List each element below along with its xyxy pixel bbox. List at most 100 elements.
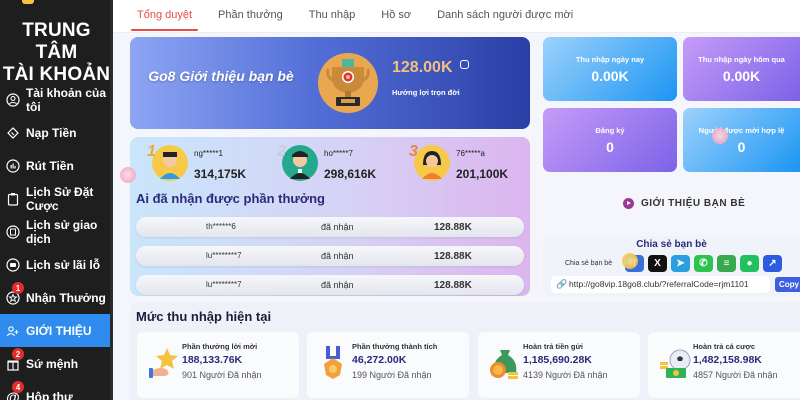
trophy-icon xyxy=(318,53,378,113)
sidebar-item-my-account[interactable]: Tài khoản của tôi xyxy=(0,83,113,116)
sidebar-item-label: Hộp thư xyxy=(26,389,73,400)
tab-income[interactable]: Thu nhập xyxy=(308,8,356,21)
income-card-achievement: Phần thưởng thành tích 46,272.00K 199 Ng… xyxy=(307,332,469,398)
sidebar-item-label: Nạp Tiền xyxy=(26,125,77,140)
claim-amount: 128.88K xyxy=(434,222,472,233)
invite-label: GIỚI THIỆU BẠN BÈ xyxy=(641,198,746,209)
sidebar-item-label: Nhận Thưởng xyxy=(26,290,106,305)
sidebar-title-line2: TÀI KHOẢN xyxy=(2,64,111,85)
sidebar-item-rewards[interactable]: 1 Nhận Thưởng xyxy=(0,281,113,314)
notification-badge: 2 xyxy=(12,348,24,360)
income-card-title: Hoàn trả tiền gửi xyxy=(523,342,584,351)
sidebar-item-withdraw[interactable]: Rút Tiền xyxy=(0,149,113,182)
whatsapp-icon: ✆ xyxy=(699,258,708,269)
tab-invited-list[interactable]: Danh sách người được mời xyxy=(437,8,574,21)
x-share-button[interactable]: X xyxy=(648,255,667,272)
stat-label: Thu nhập ngày nay xyxy=(575,55,645,64)
sms-share-button[interactable]: ≡ xyxy=(717,255,736,272)
income-card-value: 188,133.76K xyxy=(182,354,243,366)
decorative-petal xyxy=(712,128,728,144)
sidebar-item-deposit[interactable]: Nạp Tiền xyxy=(0,116,113,149)
referral-url: http://go8vip.18go8.club/?referralCode=r… xyxy=(569,279,749,289)
top-tabs: Tổng duyệt Phần thưởng Thu nhập Hồ sơ Da… xyxy=(113,0,800,33)
sidebar-item-label: Lịch sử giao dịch xyxy=(26,217,98,246)
stat-value: 0 xyxy=(737,139,746,155)
sms-icon: ≡ xyxy=(723,258,730,269)
leader-amount: 201,100K xyxy=(456,167,509,181)
sidebar-item-referral[interactable]: GIỚI THIỆU xyxy=(0,314,113,347)
claim-user: lu********7 xyxy=(206,280,242,289)
sidebar-item-label: Sứ mệnh xyxy=(26,356,79,371)
leader-name: ng*****1 xyxy=(194,149,223,158)
arrow-circle-icon xyxy=(623,198,634,209)
income-card-value: 1,185,690.28K xyxy=(523,354,592,366)
medal-icon xyxy=(315,344,353,382)
stat-label: Người được mời hợp lệ xyxy=(698,126,785,135)
stat-registered: Đăng ký 0 xyxy=(543,108,677,172)
income-card-title: Phần thưởng lời mời xyxy=(182,342,258,351)
stat-income-yesterday: Thu nhập ngày hôm qua 0.00K xyxy=(683,37,800,101)
rank-badge: 1 xyxy=(147,143,156,160)
gift-icon xyxy=(6,357,20,371)
stat-label: Thu nhập ngày hôm qua xyxy=(698,55,785,64)
stat-value: 0.00K xyxy=(722,68,761,84)
sidebar-item-transaction-history[interactable]: Lịch sử giao dịch xyxy=(0,215,113,248)
line-icon: ● xyxy=(746,258,753,269)
stat-valid-invitees: Người được mời hợp lệ 0 xyxy=(683,108,800,172)
copy-button[interactable]: Copy xyxy=(775,277,800,292)
stat-value: 0.00K xyxy=(591,68,629,84)
decorative-petal xyxy=(622,253,638,269)
income-card-bet-rebate: Hoàn trả cá cược 1,482,158.98K 4857 Ngườ… xyxy=(648,332,800,398)
rank-badge: 2 xyxy=(277,143,286,160)
referral-icon xyxy=(6,324,20,338)
info-icon[interactable] xyxy=(460,60,469,69)
income-card-title: Phần thưởng thành tích xyxy=(352,342,438,351)
sidebar-item-mission[interactable]: 2 Sứ mệnh xyxy=(0,347,113,380)
user-circle-icon xyxy=(6,92,20,107)
whatsapp-share-button[interactable]: ✆ xyxy=(694,255,713,272)
football-cash-icon xyxy=(656,344,694,382)
sidebar-item-inbox[interactable]: 4 @ Hộp thư xyxy=(0,380,113,400)
sidebar-nav: Tài khoản của tôi Nạp Tiền Rút Tiền Lịch… xyxy=(0,83,113,400)
avatar xyxy=(282,145,318,181)
income-title: Mức thu nhập hiện tại xyxy=(136,309,272,324)
sidebar-item-label: GIỚI THIỆU xyxy=(26,323,92,338)
tab-rewards[interactable]: Phần thưởng xyxy=(218,8,283,21)
income-card-value: 1,482,158.98K xyxy=(693,354,762,366)
stat-label: Đăng ký xyxy=(595,126,625,135)
at-icon: @ xyxy=(6,388,20,400)
telegram-share-button[interactable]: ➤ xyxy=(671,255,690,272)
hero-title: Go8 Giới thiệu bạn bè xyxy=(148,68,294,84)
clipboard-icon xyxy=(6,192,20,206)
sidebar-item-label: Lịch sử lãi lỗ xyxy=(26,257,101,272)
transaction-history-icon xyxy=(6,224,20,239)
star-hand-icon xyxy=(145,344,183,382)
income-card-sub: 4857 Người Đã nhận xyxy=(693,370,778,380)
claim-status: đã nhận xyxy=(321,222,354,232)
claim-amount: 128.88K xyxy=(434,280,472,291)
claim-row: th******6 đã nhận 128.88K xyxy=(136,217,524,237)
income-card-sub: 199 Người Đã nhận xyxy=(352,370,432,380)
hero-subtitle: Hưởng lợi trọn đời xyxy=(392,88,460,97)
invite-friends-link[interactable]: GIỚI THIỆU BẠN BÈ xyxy=(623,198,745,209)
logo-fragment xyxy=(22,0,34,4)
generic-share-button[interactable]: ↗ xyxy=(763,255,782,272)
share-panel: Chia sẻ bạn bè Chia sẻ bạn bè f X ➤ ✆ ≡ … xyxy=(543,236,800,296)
notification-badge: 4 xyxy=(12,381,24,393)
rank-badge: 3 xyxy=(409,143,418,160)
leader-amount: 314,175K xyxy=(194,167,247,181)
income-card-deposit-rebate: Hoàn trả tiền gửi 1,185,690.28K 4139 Ngư… xyxy=(478,332,640,398)
line-share-button[interactable]: ● xyxy=(740,255,759,272)
sidebar-item-profit-loss[interactable]: Lịch sử lãi lỗ xyxy=(0,248,113,281)
claim-status: đã nhận xyxy=(321,280,354,290)
claim-row: lu********7 đã nhận 128.88K xyxy=(136,246,524,266)
tab-profile[interactable]: Hồ sơ xyxy=(381,8,412,21)
x-icon: X xyxy=(654,258,661,269)
referral-url-field[interactable]: 🔗 http://go8vip.18go8.club/?referralCode… xyxy=(551,276,770,293)
leader-name: 76*****a xyxy=(456,149,485,158)
share-icon: ↗ xyxy=(768,258,777,269)
tab-overview[interactable]: Tổng duyệt xyxy=(130,0,199,33)
sidebar-item-bet-history[interactable]: Lịch Sử Đặt Cược xyxy=(0,182,113,215)
leader-name: ho*****7 xyxy=(324,149,353,158)
link-icon: 🔗 xyxy=(556,279,568,289)
